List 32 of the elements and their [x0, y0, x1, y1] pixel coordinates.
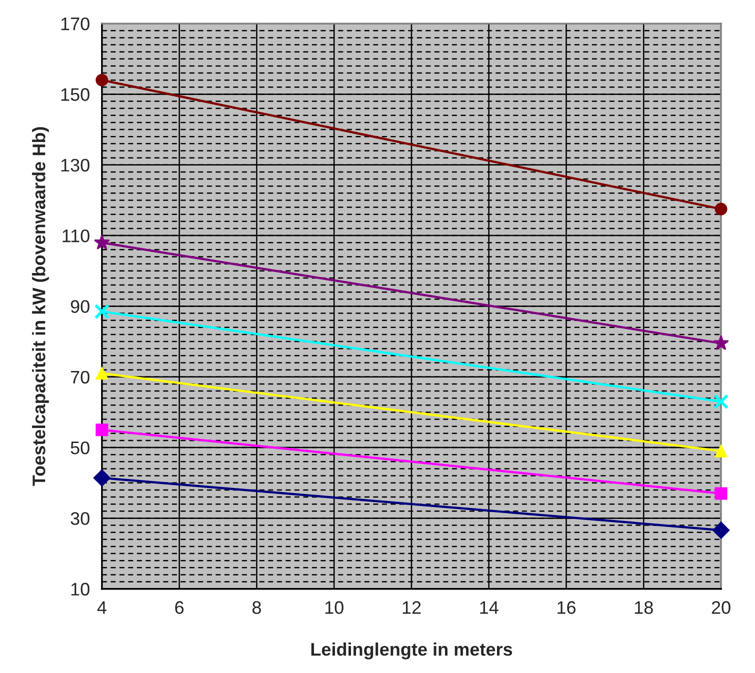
- y-tick-label: 90: [70, 300, 90, 313]
- point: [96, 367, 108, 380]
- x-tick-label: 6: [175, 601, 184, 614]
- x-tick-label: 14: [480, 601, 498, 614]
- point: [714, 202, 728, 216]
- y-tick-label: 150: [61, 88, 90, 101]
- x-tick-label: 20: [712, 601, 730, 614]
- point: [96, 424, 108, 436]
- point: [93, 469, 110, 486]
- point: [713, 334, 729, 350]
- point: [713, 394, 729, 410]
- point: [714, 487, 728, 500]
- point: [96, 74, 108, 86]
- x-tick-label: 16: [558, 601, 576, 614]
- y-tick-label: 70: [70, 370, 90, 384]
- y-tick-label: 30: [70, 512, 90, 525]
- x-tick-label: 8: [252, 601, 261, 614]
- y-tick-label: 170: [61, 17, 90, 30]
- y-tick-label: 110: [62, 229, 90, 242]
- y-tick-label: 130: [61, 158, 90, 172]
- point: [94, 304, 110, 320]
- x-tick-label: 12: [402, 601, 421, 614]
- x-tick-label: 4: [97, 601, 106, 614]
- point: [94, 234, 110, 250]
- x-tick-label: 10: [325, 601, 344, 614]
- point: [714, 444, 728, 458]
- x-tick-label: 18: [634, 601, 653, 614]
- y-axis-title: Toestelcapaciteit in kW (bovenwaarde Hb): [32, 127, 49, 486]
- point: [712, 522, 730, 539]
- y-tick-label: 10: [71, 582, 90, 596]
- y-tick-label: 50: [70, 441, 90, 454]
- x-axis-title: Leidinglengte in meters: [311, 642, 512, 660]
